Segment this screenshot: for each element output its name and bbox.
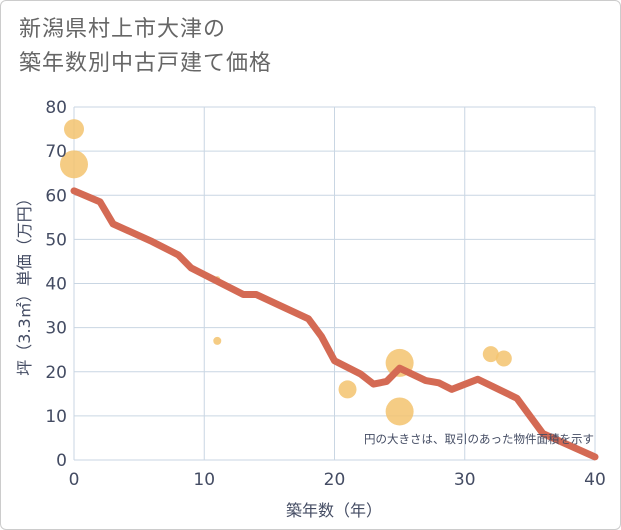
tick-labels: 0 10 20 30 40 0 10 20 30 40 50 60 70 80 (45, 98, 605, 490)
data-bubble (495, 350, 512, 367)
y-tick-label: 70 (45, 142, 67, 162)
data-bubble (64, 119, 84, 140)
chart-title-line-2: 築年数別中古戸建て価格 (19, 51, 273, 76)
y-tick-label: 20 (45, 363, 67, 383)
data-bubble (338, 380, 357, 399)
x-tick-label: 40 (584, 470, 606, 490)
y-tick-label: 40 (45, 275, 67, 295)
x-axis-label: 築年数（年） (286, 501, 382, 520)
x-tick-label: 10 (193, 470, 215, 490)
size-annotation: 円の大きさは、取引のあった物件面積を示す (364, 432, 594, 446)
x-tick-label: 20 (324, 470, 346, 490)
y-tick-label: 80 (45, 98, 67, 118)
data-bubble (482, 346, 499, 363)
data-bubble (60, 150, 88, 179)
x-tick-label: 0 (69, 470, 80, 490)
y-tick-label: 30 (45, 319, 67, 339)
grid-lines (73, 106, 596, 461)
data-bubble (385, 397, 414, 426)
y-tick-label: 60 (45, 186, 67, 206)
y-tick-label: 50 (45, 230, 67, 250)
bubble-layer (60, 119, 512, 426)
chart-title: 新潟県村上市大津の 築年数別中古戸建て価格 (19, 13, 439, 81)
x-tick-label: 30 (454, 470, 476, 490)
y-axis-label: 坪（3.3㎡）単価（万円） (15, 190, 34, 375)
trend-line (70, 187, 599, 461)
chart-title-line-1: 新潟県村上市大津の (19, 17, 227, 42)
data-bubble (213, 336, 222, 345)
y-tick-label: 10 (45, 407, 67, 427)
y-tick-label: 0 (56, 451, 67, 471)
